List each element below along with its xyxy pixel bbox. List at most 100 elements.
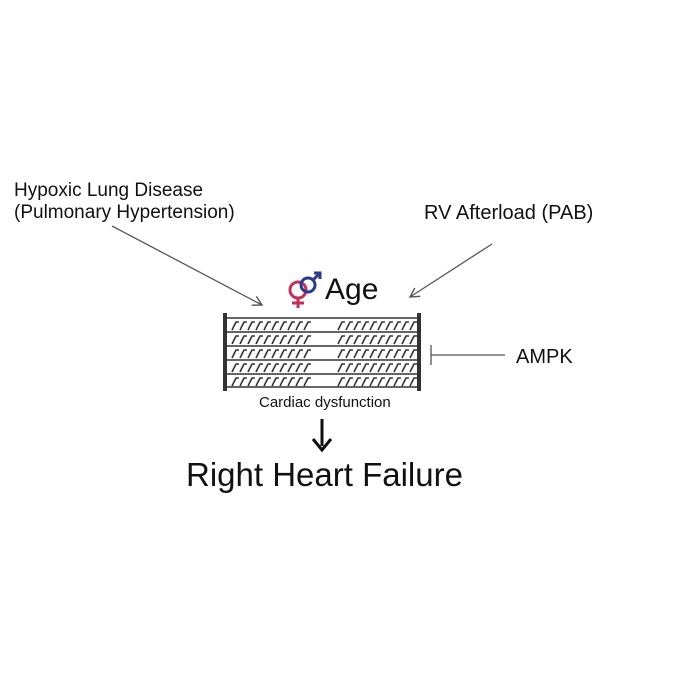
myosin-head (377, 363, 385, 373)
down-arrow (311, 419, 333, 453)
myosin-head (345, 335, 353, 345)
myosin-head (385, 377, 393, 387)
myosin-head (409, 377, 417, 387)
myosin-head (247, 363, 255, 373)
myosin-head (401, 377, 409, 387)
myosin-head (255, 335, 263, 345)
hypoxic-label-line1: Hypoxic Lung Disease (14, 180, 204, 201)
myosin-head (377, 349, 385, 359)
right-heart-failure-label: Right Heart Failure (186, 456, 463, 493)
myosin-head (279, 363, 287, 373)
myosin-head (263, 321, 271, 331)
myosin-head (271, 321, 279, 331)
myosin-head (287, 349, 295, 359)
myosin-head (287, 363, 295, 373)
myosin-head (409, 321, 417, 331)
myosin-head (279, 377, 287, 387)
myosin-head (247, 321, 255, 331)
myosin-head (247, 335, 255, 345)
myosin-head (393, 377, 401, 387)
myosin-head (255, 363, 263, 373)
myosin-head (231, 377, 239, 387)
myosin-head (271, 363, 279, 373)
myosin-head (295, 321, 303, 331)
myosin-head (255, 377, 263, 387)
myosin-head (361, 335, 369, 345)
myosin-head (409, 335, 417, 345)
myosin-head (353, 321, 361, 331)
myosin-head (377, 377, 385, 387)
myosin-head (361, 363, 369, 373)
ampk-label: AMPK (516, 346, 573, 368)
myosin-head (377, 321, 385, 331)
myosin-head (303, 349, 311, 359)
myosin-head (345, 363, 353, 373)
myosin-head (263, 377, 271, 387)
myosin-head (295, 363, 303, 373)
myosin-head (287, 335, 295, 345)
myosin-head (393, 363, 401, 373)
myosin-head (369, 321, 377, 331)
rv-afterload-label: RV Afterload (PAB) (424, 202, 594, 224)
myosin-head (279, 349, 287, 359)
myosin-head (401, 349, 409, 359)
myosin-head (353, 363, 361, 373)
myosin-head (409, 349, 417, 359)
myosin-head (263, 363, 271, 373)
cardiac-dysfunction-label: Cardiac dysfunction (259, 394, 391, 411)
myosin-head (369, 335, 377, 345)
myosin-head (361, 349, 369, 359)
myosin-head (295, 349, 303, 359)
myosin-head (345, 321, 353, 331)
female-male-symbol-icon (288, 271, 322, 308)
myosin-head (361, 321, 369, 331)
myosin-head (337, 377, 345, 387)
myosin-head (337, 363, 345, 373)
myosin-head (401, 321, 409, 331)
myosin-head (393, 321, 401, 331)
myosin-head (337, 335, 345, 345)
myosin-head (409, 363, 417, 373)
myosin-head (385, 349, 393, 359)
myosin-head (385, 363, 393, 373)
myosin-head (247, 377, 255, 387)
hypoxic-label-line2: (Pulmonary Hypertension) (14, 201, 235, 223)
myosin-head (401, 363, 409, 373)
sarcomere-illustration (223, 313, 421, 391)
myosin-head (287, 321, 295, 331)
myosin-head (303, 363, 311, 373)
myosin-head (239, 349, 247, 359)
myosin-head (295, 335, 303, 345)
myosin-head (287, 377, 295, 387)
myosin-head (353, 335, 361, 345)
ampk-inhibition-line (430, 345, 505, 365)
myosin-head (239, 377, 247, 387)
myosin-head (401, 335, 409, 345)
myosin-head (255, 321, 263, 331)
myosin-head (345, 349, 353, 359)
myosin-head (385, 321, 393, 331)
myosin-head (271, 349, 279, 359)
myosin-head (271, 335, 279, 345)
myosin-head (279, 321, 287, 331)
hypoxic-lung-disease-label: Hypoxic Lung Disease (Pulmonary Hyperten… (14, 180, 235, 224)
myosin-head (303, 335, 311, 345)
myosin-head (345, 377, 353, 387)
myosin-head (231, 363, 239, 373)
myosin-head (231, 321, 239, 331)
myosin-head (231, 335, 239, 345)
myosin-head (369, 349, 377, 359)
myosin-head (361, 377, 369, 387)
myosin-head (295, 377, 303, 387)
myosin-head (303, 321, 311, 331)
myosin-head (385, 335, 393, 345)
myosin-head (353, 377, 361, 387)
myosin-head (231, 349, 239, 359)
myosin-head (263, 335, 271, 345)
myosin-head (303, 377, 311, 387)
myosin-head (369, 377, 377, 387)
myosin-head (279, 335, 287, 345)
afterload-arrow (408, 243, 493, 298)
myosin-head (337, 321, 345, 331)
